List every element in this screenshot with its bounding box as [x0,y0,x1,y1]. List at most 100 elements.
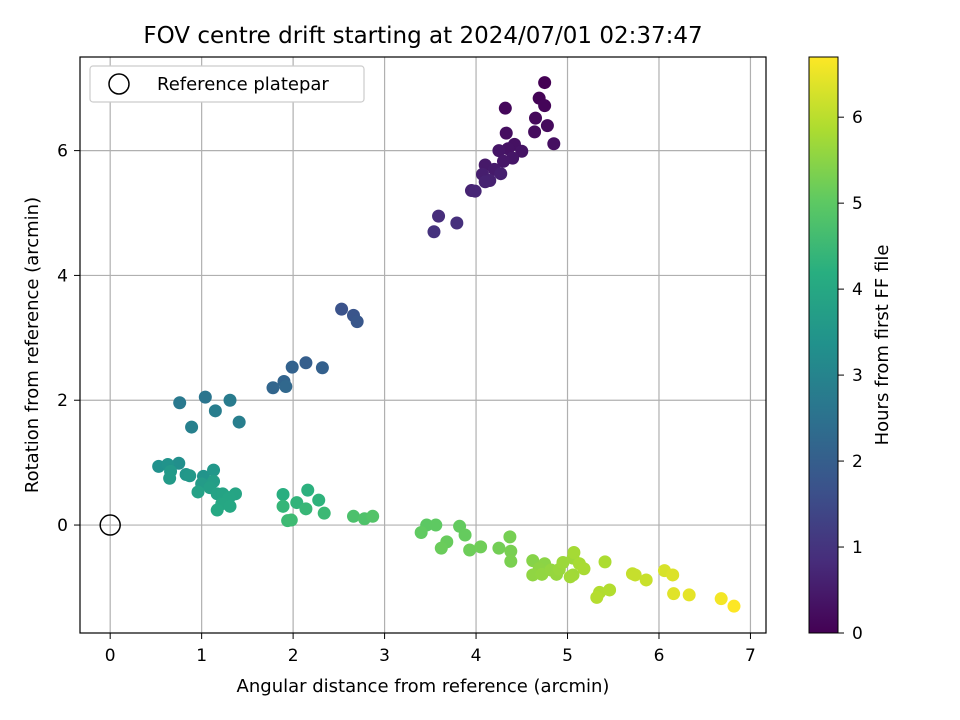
data-point [468,184,482,198]
data-point [232,415,246,429]
data-point [172,456,186,470]
data-point [432,209,446,223]
data-point [463,543,477,557]
x-tick-label: 0 [105,646,116,666]
x-tick-label: 3 [379,646,390,666]
data-point [191,485,205,499]
data-point [366,509,380,523]
data-point [567,545,581,559]
legend-entry-reference: Reference platepar [157,74,329,95]
data-point [299,356,313,370]
data-point [458,528,472,542]
data-point [496,154,510,168]
data-point [492,541,506,555]
colorbar-ticks: 0 1 2 3 4 5 6 [838,108,863,644]
data-point [290,496,304,510]
x-tick-label: 1 [196,646,207,666]
colorbar-tick-label: 2 [852,452,863,472]
data-point [494,167,508,181]
y-tick-label: 6 [57,142,68,162]
data-point [429,518,443,532]
data-point [590,590,604,604]
data-point [276,499,290,513]
data-point [312,493,326,507]
data-point [666,568,680,582]
data-point [528,125,542,139]
data-point [315,361,329,375]
data-point [499,126,513,140]
data-point [223,499,237,513]
colorbar-gradient [808,56,839,634]
y-axis-label: Rotation from reference (arcmin) [22,197,43,493]
data-point [276,487,290,501]
y-tick-label: 2 [57,391,68,411]
data-point [266,381,280,395]
data-point [346,509,360,523]
colorbar: 0 1 2 3 4 5 6 Hours from first FF file [808,56,893,644]
data-point [682,588,696,602]
x-tick-label: 6 [654,646,665,666]
reference-platepar-marker [99,514,121,536]
data-point [427,225,441,239]
data-point [414,526,428,540]
legend-box [89,65,365,103]
data-point [301,483,315,497]
data-point [210,503,224,517]
legend-reference-marker [108,73,130,95]
colorbar-tick-label: 6 [852,108,863,128]
data-point [183,469,197,483]
legend: Reference platepar [89,65,365,103]
data-point [628,568,642,582]
data-point [727,599,741,613]
data-point [547,137,561,151]
data-point [335,302,349,316]
scatter-points [99,76,741,613]
data-point [208,404,222,418]
data-point [556,555,570,569]
plot-area: 0 1 2 3 4 5 6 7 0 2 4 6 [57,56,767,666]
data-point [577,562,591,576]
data-point [504,544,518,558]
x-tick-label: 4 [471,646,482,666]
data-point [474,540,488,554]
data-point [450,216,464,230]
colorbar-tick-label: 5 [852,194,863,214]
data-point [163,471,177,485]
x-tick-label: 5 [562,646,573,666]
data-point [598,555,612,569]
data-point [198,390,212,404]
colorbar-tick-label: 1 [852,538,863,558]
data-point [285,360,299,374]
data-point [603,583,617,597]
axis-ticks: 0 1 2 3 4 5 6 7 0 2 4 6 [57,142,756,666]
data-point [434,541,448,555]
data-point [492,144,506,158]
data-point [185,420,199,434]
data-point [667,587,681,601]
chart-title: FOV centre drift starting at 2024/07/01 … [143,23,702,49]
data-point [498,101,512,115]
data-point [478,175,492,189]
data-point [173,396,187,410]
data-point [207,463,221,477]
data-point [538,76,552,90]
data-point [515,144,529,158]
x-tick-label: 2 [288,646,299,666]
colorbar-label: Hours from first FF file [872,245,893,446]
y-tick-label: 0 [57,516,68,536]
data-point [563,570,577,584]
data-point [284,513,298,527]
colorbar-tick-label: 0 [852,624,863,644]
data-point [503,530,517,544]
data-point [538,99,552,113]
data-point [714,592,728,606]
data-point [223,393,237,407]
x-axis-label: Angular distance from reference (arcmin) [237,676,610,697]
data-point [317,506,331,520]
y-tick-label: 4 [57,266,68,286]
colorbar-tick-label: 3 [852,366,863,386]
grid-lines [80,57,766,633]
data-point [529,111,543,125]
data-point [279,379,293,393]
